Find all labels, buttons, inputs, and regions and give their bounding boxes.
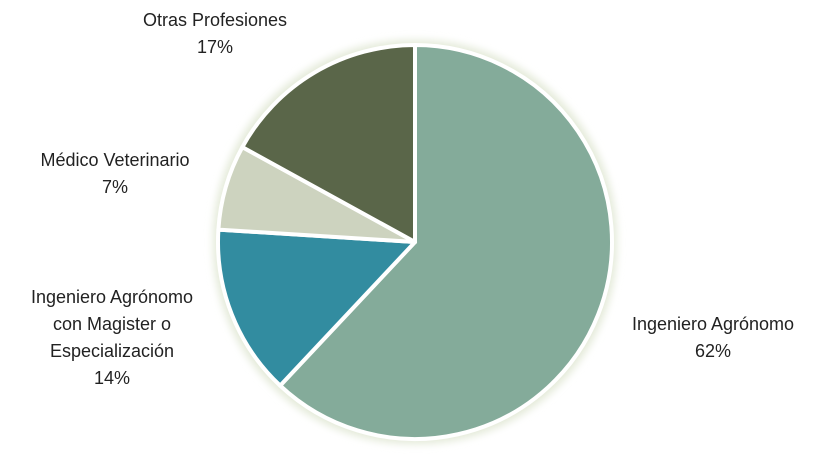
slice-label: Ingeniero Agrónomo 62%	[632, 311, 794, 365]
value-label: 62%	[694, 341, 732, 361]
category-label: Médico Veterinario	[40, 150, 190, 170]
category-label: Ingeniero Agrónomo	[631, 314, 795, 334]
value-label: 17%	[196, 37, 234, 57]
slice-label: Otras Profesiones 17%	[143, 7, 287, 61]
value-label: 14%	[93, 368, 131, 388]
pie-slice	[216, 227, 417, 388]
value-label: 7%	[101, 177, 128, 197]
slice-label: Médico Veterinario 7%	[40, 147, 189, 201]
category-label: Ingeniero Agrónomo con Magister o Especi…	[30, 287, 194, 361]
pie-slice	[240, 43, 417, 244]
category-label: Otras Profesiones	[142, 10, 288, 30]
pie	[216, 43, 614, 441]
slice-label: Ingeniero Agrónomo con Magister o Especi…	[17, 284, 207, 392]
pie-slice	[278, 43, 614, 441]
